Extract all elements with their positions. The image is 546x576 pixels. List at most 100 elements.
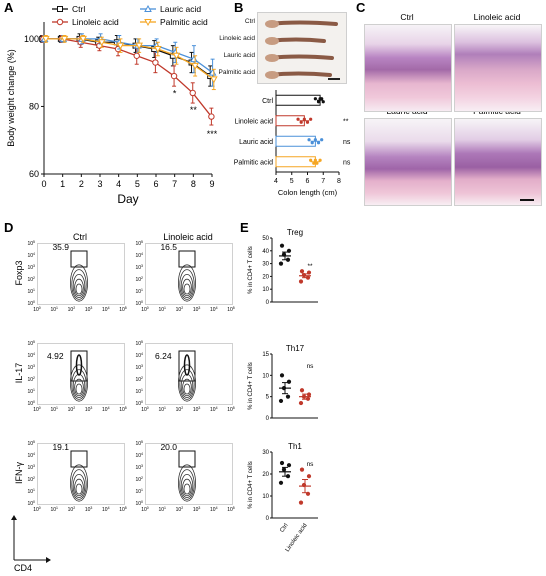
x-tick-label: 8 xyxy=(191,179,196,189)
y-tick-label: 103 xyxy=(27,464,35,471)
contour-line xyxy=(74,278,84,297)
data-point xyxy=(318,97,322,101)
axis-arrow-head xyxy=(11,515,17,520)
y-tick-label: 10 xyxy=(262,287,269,293)
cd4-axis-label: CD4 xyxy=(14,563,32,573)
gate-box xyxy=(70,350,88,382)
data-point xyxy=(312,161,316,165)
data-point xyxy=(208,113,215,120)
x-tick-label: 6 xyxy=(153,179,158,189)
colon-photo-drawing xyxy=(265,20,340,80)
x-tick-label: 104 xyxy=(102,306,110,313)
series-line xyxy=(43,38,212,117)
plot-title: Th1 xyxy=(288,442,302,451)
gate-box xyxy=(178,450,196,468)
y-tick-label: 105 xyxy=(27,240,35,247)
x-tick-label: 103 xyxy=(193,306,201,313)
data-point xyxy=(298,279,304,284)
y-tick-label: 100 xyxy=(27,500,35,507)
x-tick-label: 100 xyxy=(141,506,149,513)
flow-column-title: Linoleic acid xyxy=(163,232,213,242)
y-tick-label: 30 xyxy=(262,262,269,268)
x-tick-label: 6 xyxy=(306,178,310,185)
x-tick-label: 104 xyxy=(210,406,218,413)
y-tick-label: 100 xyxy=(27,400,35,407)
y-tick-label: 5 xyxy=(266,395,270,401)
data-point xyxy=(309,158,313,162)
y-tick-label: 101 xyxy=(135,488,143,495)
data-point xyxy=(60,35,69,43)
data-point xyxy=(306,474,312,479)
data-point xyxy=(302,117,306,121)
data-point xyxy=(172,52,181,60)
plot-title: Treg xyxy=(287,228,303,237)
legend-marker xyxy=(57,6,63,12)
panel-e-dot-plots: 0 10 20 30 40 50 Treg % in CD4+ T cells ** 0 5 10 15… xyxy=(248,228,318,553)
data-point xyxy=(133,52,140,59)
data-point xyxy=(189,89,196,97)
y-tick-label: 60 xyxy=(29,169,39,179)
histology-title: Ctrl xyxy=(400,12,413,22)
y-tick-label: 80 xyxy=(29,101,39,111)
contour-line xyxy=(182,478,192,497)
contour-line xyxy=(180,273,194,298)
y-tick-label: 104 xyxy=(27,252,35,259)
data-point xyxy=(313,97,317,101)
x-tick-label: 7 xyxy=(321,178,325,185)
x-tick-label: 101 xyxy=(158,406,166,413)
data-point xyxy=(320,138,324,142)
x-tick-label: 9 xyxy=(209,179,214,189)
data-point xyxy=(278,480,284,485)
significance-mark: ** xyxy=(307,263,313,270)
gate-box xyxy=(178,350,196,382)
data-point xyxy=(278,261,284,266)
y-tick-label: 102 xyxy=(135,276,143,283)
histology-title: Linoleic acid xyxy=(474,12,521,22)
contour-line xyxy=(183,283,191,295)
x-tick-label: 4 xyxy=(116,179,121,189)
bar xyxy=(275,94,321,106)
y-tick-label: 0 xyxy=(266,516,270,522)
plot-title: Th17 xyxy=(286,344,305,353)
x-tick-label: 5 xyxy=(135,179,140,189)
y-tick-label: 40 xyxy=(262,249,269,255)
y-tick-label: 105 xyxy=(135,240,143,247)
legend-marker xyxy=(144,4,152,12)
significance-mark: *** xyxy=(207,129,218,139)
category-label: Lauric acid xyxy=(239,139,273,146)
histology-palmitic xyxy=(454,118,542,206)
histology-ctrl xyxy=(364,24,452,112)
x-tick-label: 105 xyxy=(227,506,235,513)
group-label: Ctrl xyxy=(279,523,289,534)
x-tick-label: 100 xyxy=(33,506,41,513)
data-point xyxy=(299,467,305,472)
panel-letter-a: A xyxy=(4,0,14,15)
significance-mark: ns xyxy=(343,139,351,146)
x-tick-label: 104 xyxy=(210,306,218,313)
data-point xyxy=(278,398,284,404)
scale-bar xyxy=(328,78,340,80)
x-tick-label: 105 xyxy=(119,406,127,413)
x-tick-label: 103 xyxy=(85,406,93,413)
panel-letter-e: E xyxy=(240,220,249,235)
contour-line xyxy=(177,364,196,402)
flow-plot-foxp3-ctrl xyxy=(37,243,125,305)
y-tick-label: 102 xyxy=(27,476,35,483)
data-point xyxy=(313,158,317,162)
x-tick-label: 103 xyxy=(85,506,93,513)
y-tick-label: 105 xyxy=(135,340,143,347)
gate-box xyxy=(70,450,88,468)
flow-plot-ifng-linoleic xyxy=(145,443,233,505)
series-line xyxy=(42,38,211,77)
y-tick-label: 20 xyxy=(262,472,269,478)
contour-line xyxy=(72,473,86,498)
data-point xyxy=(298,500,304,505)
contour-line xyxy=(75,354,83,376)
contour-line xyxy=(179,469,195,500)
contour-line xyxy=(75,483,83,495)
significance-mark: * xyxy=(173,88,177,98)
photo-label-lauric: Lauric acid xyxy=(223,52,255,59)
data-point xyxy=(279,460,285,466)
y-tick-label: 105 xyxy=(135,440,143,447)
contour-line xyxy=(75,383,83,395)
